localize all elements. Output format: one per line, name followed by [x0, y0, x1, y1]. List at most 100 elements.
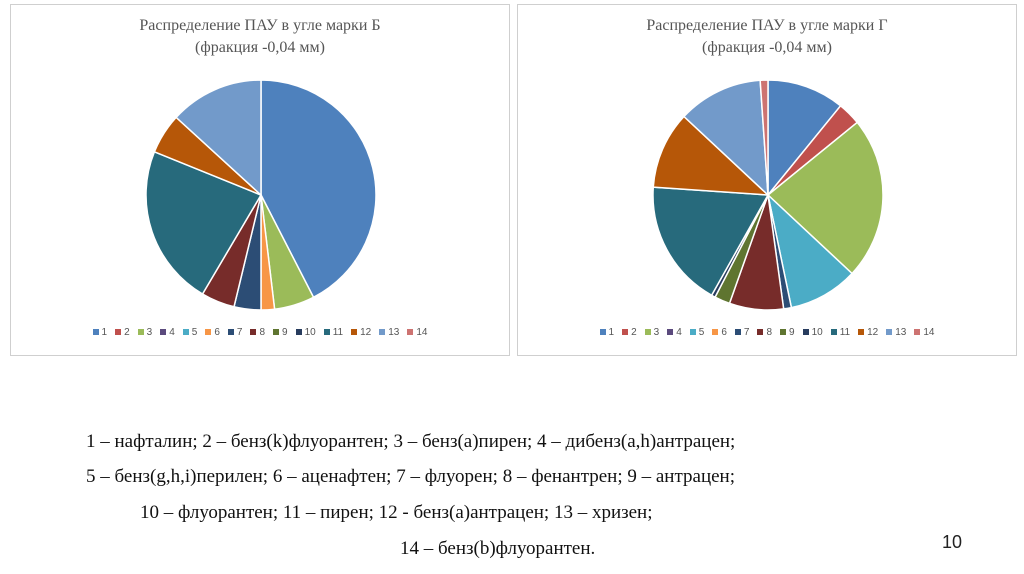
legend-item-7: 7	[227, 327, 243, 338]
legend-label-8: 8	[766, 327, 773, 338]
legend-item-11: 11	[323, 327, 344, 338]
legend-swatch-12	[351, 329, 358, 336]
pie-slice-3	[766, 121, 884, 275]
legend-label-12: 12	[867, 327, 879, 338]
legend-swatch-7	[227, 329, 234, 336]
legend-item-3: 3	[644, 327, 660, 338]
legend-item-14: 14	[407, 327, 427, 338]
legend-swatch-2	[115, 329, 122, 336]
pie-chart-b	[145, 79, 377, 311]
legend-label-3: 3	[653, 327, 660, 338]
legend-swatch-10	[802, 329, 809, 336]
legend-swatch-1	[599, 329, 606, 336]
legend-label-11: 11	[332, 327, 344, 338]
pie-slice-14	[759, 79, 769, 196]
legend-label-6: 6	[214, 327, 220, 338]
legend-swatch-6	[712, 329, 719, 336]
legend-b: 1 2 3 4 5 6 7 8 9 10 11 12 13 14	[11, 327, 509, 338]
legend-item-10: 10	[295, 327, 316, 338]
legend-swatch-3	[137, 329, 144, 336]
legend-label-9: 9	[282, 327, 288, 338]
legend-label-1: 1	[101, 327, 108, 338]
legend-label-11: 11	[839, 327, 851, 338]
legend-label-2: 2	[631, 327, 637, 338]
legend-item-9: 9	[780, 327, 795, 338]
caption-line-1: 1 – нафталин; 2 – бенз(k)флуорантен; 3 –…	[86, 431, 736, 452]
chart-title-g: Распределение ПАУ в угле марки Г (фракци…	[518, 15, 1016, 59]
chart-title-b: Распределение ПАУ в угле марки Б (фракци…	[11, 15, 509, 59]
pie-slice-11	[145, 150, 263, 296]
legend-label-1: 1	[608, 327, 615, 338]
legend-item-2: 2	[622, 327, 637, 338]
legend-swatch-8	[250, 329, 257, 336]
legend-label-5: 5	[191, 327, 198, 338]
legend-item-8: 8	[757, 327, 772, 338]
legend-label-6: 6	[721, 327, 727, 338]
legend-item-1: 1	[599, 327, 615, 338]
legend-swatch-13	[379, 329, 386, 336]
legend-label-5: 5	[698, 327, 705, 338]
chart-panel-b: Распределение ПАУ в угле марки Б (фракци…	[10, 4, 510, 356]
legend-label-9: 9	[789, 327, 795, 338]
legend-label-13: 13	[895, 327, 907, 338]
pie-slice-1	[767, 79, 842, 198]
legend-label-13: 13	[388, 327, 400, 338]
legend-label-4: 4	[676, 327, 682, 338]
legend-swatch-5	[689, 329, 696, 336]
chart-title-g-line2: (фракция -0,04 мм)	[702, 39, 832, 56]
chart-title-b-line2: (фракция -0,04 мм)	[195, 39, 325, 56]
legend-swatch-8	[757, 329, 764, 336]
legend-swatch-14	[914, 329, 921, 336]
legend-item-11: 11	[830, 327, 851, 338]
page-number: 10	[942, 532, 963, 552]
legend-label-10: 10	[304, 327, 316, 338]
legend-item-13: 13	[886, 327, 906, 338]
legend-swatch-11	[830, 329, 837, 336]
legend-item-4: 4	[667, 327, 682, 338]
legend-item-13: 13	[379, 327, 399, 338]
legend-item-14: 14	[914, 327, 934, 338]
legend-item-5: 5	[689, 327, 705, 338]
pie-slice-13	[175, 79, 262, 197]
legend-swatch-14	[407, 329, 414, 336]
legend-swatch-13	[886, 329, 893, 336]
legend-label-14: 14	[416, 327, 428, 338]
legend-item-6: 6	[712, 327, 727, 338]
legend-item-2: 2	[115, 327, 130, 338]
chart-panel-g: Распределение ПАУ в угле марки Г (фракци…	[517, 4, 1017, 356]
legend-g: 1 2 3 4 5 6 7 8 9 10 11 12 13 14	[518, 327, 1016, 338]
legend-item-6: 6	[205, 327, 220, 338]
pie-slice-13	[682, 79, 769, 197]
legend-item-1: 1	[92, 327, 108, 338]
pie-slice-1	[260, 79, 377, 299]
legend-label-7: 7	[236, 327, 243, 338]
pie-slice-11	[652, 186, 770, 297]
legend-item-7: 7	[734, 327, 750, 338]
legend-swatch-1	[92, 329, 99, 336]
legend-swatch-6	[205, 329, 212, 336]
legend-swatch-3	[644, 329, 651, 336]
legend-item-3: 3	[137, 327, 153, 338]
legend-label-7: 7	[743, 327, 750, 338]
pie-slice-12	[652, 115, 771, 196]
legend-swatch-11	[323, 329, 330, 336]
legend-label-4: 4	[169, 327, 175, 338]
caption-line-2: 5 – бенз(g,h,i)перилен; 6 – аценафтен; 7…	[86, 466, 735, 487]
legend-swatch-5	[182, 329, 189, 336]
chart-title-g-line1: Распределение ПАУ в угле марки Г	[646, 17, 888, 34]
legend-label-12: 12	[360, 327, 372, 338]
legend-label-10: 10	[811, 327, 823, 338]
legend-item-9: 9	[273, 327, 288, 338]
legend-item-4: 4	[160, 327, 175, 338]
legend-item-12: 12	[858, 327, 878, 338]
legend-swatch-9	[780, 329, 787, 336]
legend-swatch-10	[295, 329, 302, 336]
legend-label-2: 2	[124, 327, 130, 338]
legend-swatch-9	[273, 329, 280, 336]
legend-swatch-4	[667, 329, 674, 336]
legend-label-3: 3	[146, 327, 153, 338]
legend-label-14: 14	[923, 327, 935, 338]
legend-swatch-7	[734, 329, 741, 336]
legend-item-8: 8	[250, 327, 265, 338]
legend-item-10: 10	[802, 327, 823, 338]
